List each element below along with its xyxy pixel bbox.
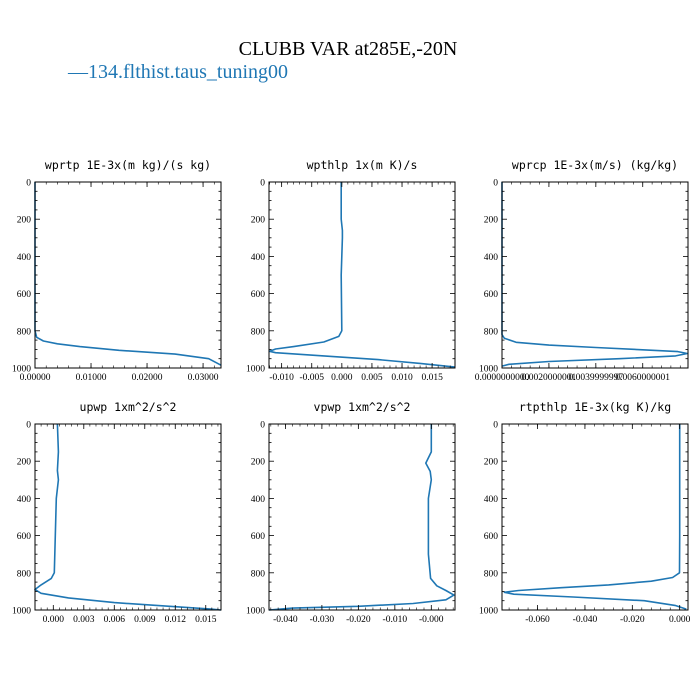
subplot-4: upwp 1xm^2/s^2 0 200 400 600 800 1000 0.000 0.00…	[12, 400, 222, 625]
subplot-1: wprtp 1E-3x(m kg)/(s kg) 0 200 400 600 800 100…	[12, 158, 222, 383]
x-tick-label: -0.020	[620, 615, 645, 625]
subplot-title: upwp 1xm^2/s^2	[80, 400, 177, 414]
plot-frame	[268, 423, 456, 611]
y-tick-label: 400	[251, 253, 266, 263]
plot-frame	[501, 423, 689, 611]
x-tick-label: 0.01000	[76, 373, 107, 383]
y-tick-label: 600	[484, 290, 499, 300]
y-tick-label: 800	[17, 569, 32, 579]
x-tick-label: 0.012	[165, 615, 187, 625]
y-tick-label: 600	[251, 532, 266, 542]
x-tick-label: 0.02000	[132, 373, 163, 383]
y-tick-label: 1000	[479, 607, 498, 617]
x-tick-label: -0.040	[273, 615, 298, 625]
x-tick-label: 0.006	[104, 615, 126, 625]
subplot-title: vpwp 1xm^2/s^2	[314, 400, 411, 414]
y-tick-label: 0	[260, 179, 265, 189]
y-tick-label: 400	[251, 495, 266, 505]
y-tick-label: 800	[484, 569, 499, 579]
legend: — 134.flthist.taus_tuning00	[67, 61, 288, 83]
y-tick-label: 400	[484, 495, 499, 505]
y-tick-label: 1000	[12, 607, 31, 617]
y-tick-label: 200	[251, 216, 266, 226]
y-tick-label: 1000	[246, 365, 265, 375]
x-tick-label: -0.020	[346, 615, 371, 625]
y-tick-label: 200	[484, 458, 499, 468]
y-tick-label: 800	[484, 327, 499, 337]
y-tick-label: 600	[17, 290, 32, 300]
x-tick-label: 0.003	[73, 615, 95, 625]
y-tick-label: 0	[493, 179, 498, 189]
y-tick-label: 0	[26, 179, 31, 189]
legend-marker: —	[67, 61, 89, 83]
x-tick-label: 0.00000	[20, 373, 51, 383]
subplot-6: rtpthlp 1E-3x(kg K)/kg 0 200 400 600 800 1000 -…	[479, 400, 691, 625]
y-tick-label: 0	[260, 421, 265, 431]
y-tick-label: 400	[17, 253, 32, 263]
plot-frame	[34, 181, 222, 369]
x-tick-label: 0.0039999997	[569, 373, 624, 383]
x-tick-label: 0.0020000001	[522, 373, 577, 383]
x-tick-label: 0.0000000000	[475, 373, 530, 383]
x-tick-label: -0.030	[310, 615, 335, 625]
y-tick-label: 400	[484, 253, 499, 263]
series-line	[34, 423, 222, 611]
y-tick-label: 200	[251, 458, 266, 468]
figure-title: CLUBB VAR at285E,-20N	[239, 38, 458, 60]
series-line	[503, 424, 687, 610]
x-tick-label: 0.015	[195, 615, 217, 625]
x-tick-label: 0.010	[391, 373, 413, 383]
x-tick-label: -0.010	[269, 373, 294, 383]
subplot-title: wpthlp 1x(m K)/s	[307, 158, 418, 172]
y-tick-label: 1000	[479, 365, 498, 375]
subplot-title: wprtp 1E-3x(m kg)/(s kg)	[45, 158, 211, 172]
y-tick-label: 800	[17, 327, 32, 337]
x-tick-label: -0.060	[525, 615, 550, 625]
series-line	[268, 182, 456, 368]
x-tick-label: 0.000	[43, 615, 65, 625]
y-tick-label: 1000	[246, 607, 265, 617]
legend-label: 134.flthist.taus_tuning00	[88, 61, 288, 83]
plot-frame	[268, 181, 456, 369]
subplot-5: vpwp 1xm^2/s^2 0 200 400 600 800 1000 -0.040 -0.…	[246, 400, 456, 625]
x-tick-label: 0.0060000001	[615, 373, 670, 383]
subplot-2: wpthlp 1x(m K)/s 0 200 400 600 800 1000 -0.010-…	[246, 158, 456, 383]
series-line	[501, 182, 689, 367]
plot-frame	[501, 181, 689, 369]
series-line	[34, 182, 222, 366]
x-tick-label: 0.000	[331, 373, 353, 383]
subplot-3: wprcp 1E-3x(m/s) (kg/kg) 0 200 400 600 800 100…	[475, 158, 689, 383]
x-tick-label: 0.000	[669, 615, 691, 625]
y-tick-label: 800	[251, 327, 266, 337]
x-tick-label: 0.015	[421, 373, 443, 383]
y-tick-label: 1000	[12, 365, 31, 375]
x-tick-label: 0.03000	[188, 373, 219, 383]
y-tick-label: 600	[17, 532, 32, 542]
y-tick-label: 200	[484, 216, 499, 226]
x-tick-label: 0.005	[361, 373, 383, 383]
y-tick-label: 200	[17, 216, 32, 226]
x-tick-label: -0.010	[383, 615, 408, 625]
y-tick-label: 600	[484, 532, 499, 542]
y-tick-label: 400	[17, 495, 32, 505]
y-tick-label: 200	[17, 458, 32, 468]
subplot-title: rtpthlp 1E-3x(kg K)/kg	[519, 400, 671, 414]
x-tick-label: -0.005	[299, 373, 324, 383]
series-line	[268, 424, 455, 611]
y-tick-label: 800	[251, 569, 266, 579]
plot-frame	[34, 423, 222, 611]
y-tick-label: 600	[251, 290, 266, 300]
subplot-title: wprcp 1E-3x(m/s) (kg/kg)	[512, 158, 678, 172]
subplot-grid: wprtp 1E-3x(m kg)/(s kg) 0 200 400 600 800 100…	[12, 158, 691, 625]
y-tick-label: 0	[493, 421, 498, 431]
x-tick-label: -0.040	[573, 615, 598, 625]
y-tick-label: 0	[26, 421, 31, 431]
x-tick-label: -0.000	[419, 615, 444, 625]
x-tick-label: 0.009	[134, 615, 156, 625]
